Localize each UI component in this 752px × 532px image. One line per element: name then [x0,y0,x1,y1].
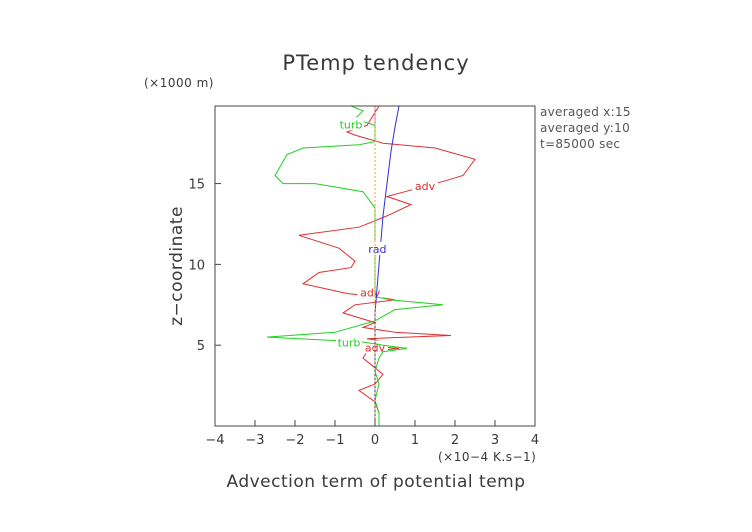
info-line-x-average: averaged x:15 [540,105,631,119]
x-axis-ticks: −4 −3 −2 −1 0 1 2 3 4 [205,420,539,448]
y-axis-label: z−coordinate [167,206,187,326]
x-axis-label: Advection term of potential temp [226,472,525,492]
y-tick-label: 10 [188,258,205,273]
series-label-bg [364,241,391,255]
x-axis-unit: (×10−4 K.s−1) [438,450,536,464]
x-tick-label: −3 [245,433,264,448]
info-box: averaged x:15 averaged y:10 t=85000 sec [540,105,631,151]
series-line-rad [374,105,400,426]
x-tick-label: 1 [411,433,419,448]
x-tick-label: 0 [371,433,379,448]
chart-title: PTemp tendency [282,51,469,75]
y-axis-ticks: 5 10 15 [188,178,221,354]
series-label-adv: adv [415,180,436,193]
y-tick-label: 5 [197,339,205,354]
series-label-bg [338,117,364,131]
series-label-bg [412,178,438,192]
series-label-bg [336,335,362,349]
series-label-rad: rad [368,243,386,256]
series-line-adv [298,105,476,426]
info-line-y-average: averaged y:10 [540,121,630,135]
x-tick-label: 3 [491,433,499,448]
series-label-adv: adv [360,286,381,299]
y-tick-label: 15 [188,178,205,193]
series-line-turb [266,105,444,426]
series-label-turb: turb [338,337,361,350]
y-axis-unit: (×1000 m) [144,76,214,90]
series-label-turb: turb [340,118,363,131]
x-tick-label: 2 [451,433,459,448]
x-tick-label: −1 [325,433,344,448]
info-line-time: t=85000 sec [540,137,620,151]
x-tick-label: −2 [285,433,304,448]
x-tick-label: 4 [531,433,539,448]
x-tick-label: −4 [205,433,224,448]
